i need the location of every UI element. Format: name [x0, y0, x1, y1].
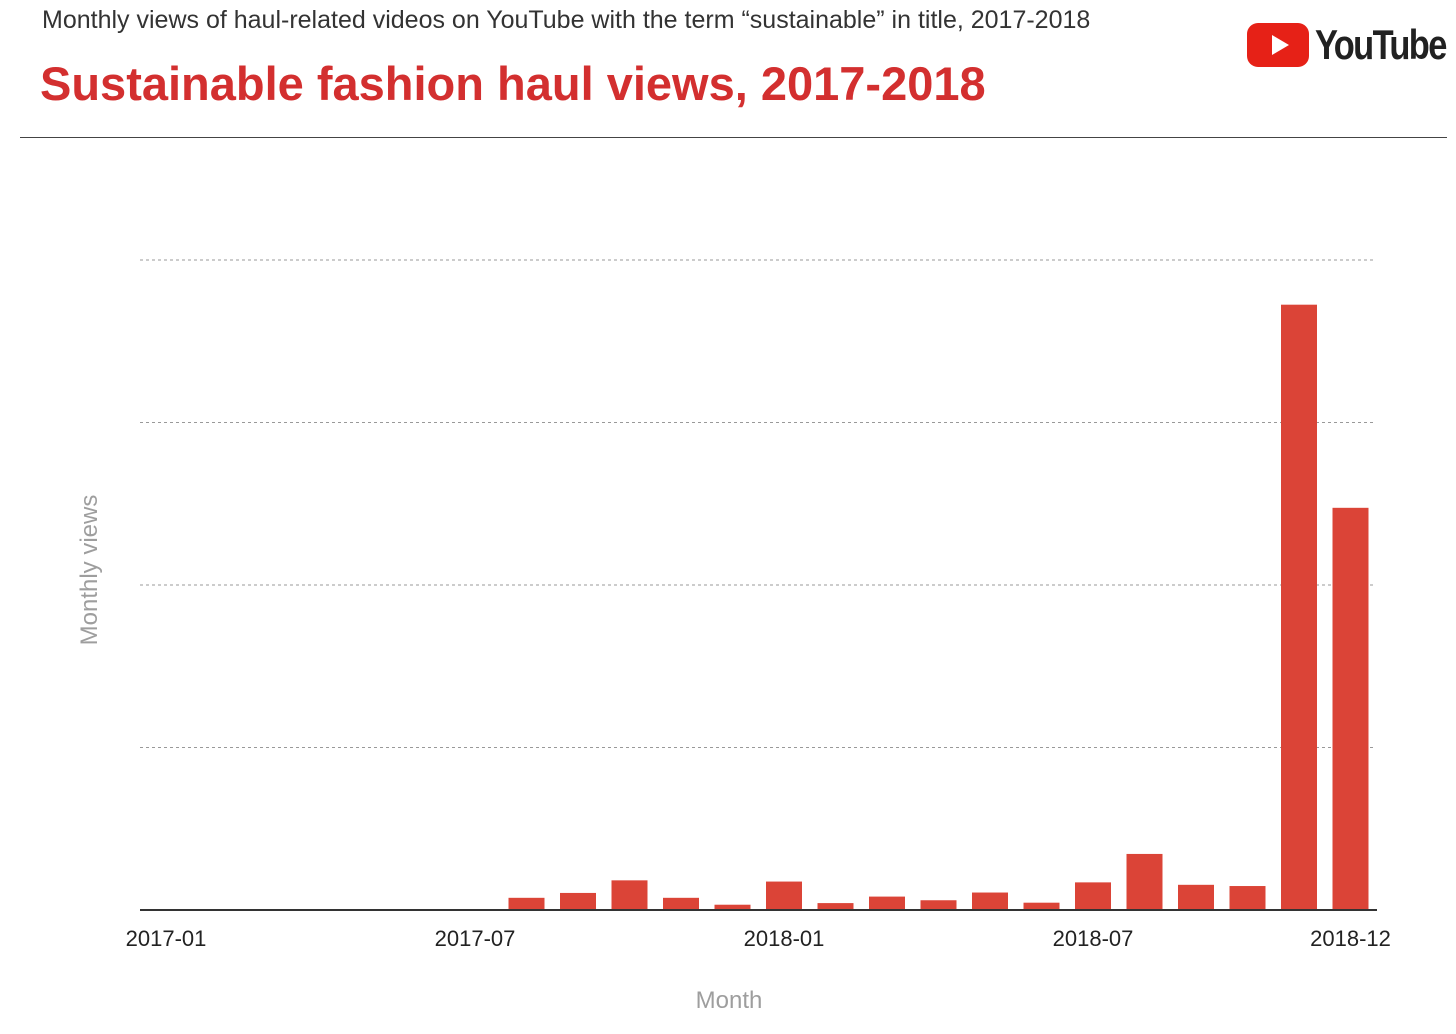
bar-2017-12 [714, 904, 751, 910]
bars [508, 304, 1369, 910]
bar-2018-09 [1178, 884, 1214, 910]
bar-2017-10 [611, 880, 648, 910]
header-divider [20, 137, 1447, 138]
bar-2018-11 [1281, 304, 1317, 910]
bar-2018-04 [920, 900, 957, 910]
x-tick-label-2017-01: 2017-01 [126, 926, 207, 951]
x-axis-label: Month [696, 987, 763, 1014]
bar-2018-08 [1126, 853, 1163, 910]
bar-2018-01 [766, 881, 802, 910]
gridlines [140, 259, 1375, 748]
youtube-logo: YouTube [1247, 21, 1456, 68]
bar-2018-06 [1023, 902, 1060, 910]
chart-title: Sustainable fashion haul views, 2017-201… [40, 57, 986, 110]
bar-2018-07 [1075, 882, 1111, 910]
bar-2017-08 [508, 897, 545, 910]
x-tick-labels: 2017-01 2017-07 2018-01 2018-07 2018-12 [126, 926, 1391, 951]
bar-2018-05 [972, 892, 1008, 910]
x-tick-label-2017-07: 2017-07 [435, 926, 516, 951]
youtube-play-icon [1247, 23, 1309, 67]
bar-2017-09 [560, 892, 596, 910]
x-tick-label-2018-01: 2018-01 [744, 926, 825, 951]
youtube-wordmark: YouTube [1315, 21, 1447, 68]
x-tick-label-2018-07: 2018-07 [1053, 926, 1134, 951]
bar-2017-11 [663, 897, 699, 910]
bar-2018-12 [1332, 507, 1369, 910]
bar-2018-03 [869, 896, 905, 910]
chart-subtitle: Monthly views of haul-related videos on … [42, 6, 1091, 34]
bar-2018-10 [1229, 886, 1266, 910]
x-tick-label-2018-12: 2018-12 [1310, 926, 1391, 951]
y-axis-label: Monthly views [76, 495, 103, 646]
bar-2018-02 [817, 903, 854, 910]
